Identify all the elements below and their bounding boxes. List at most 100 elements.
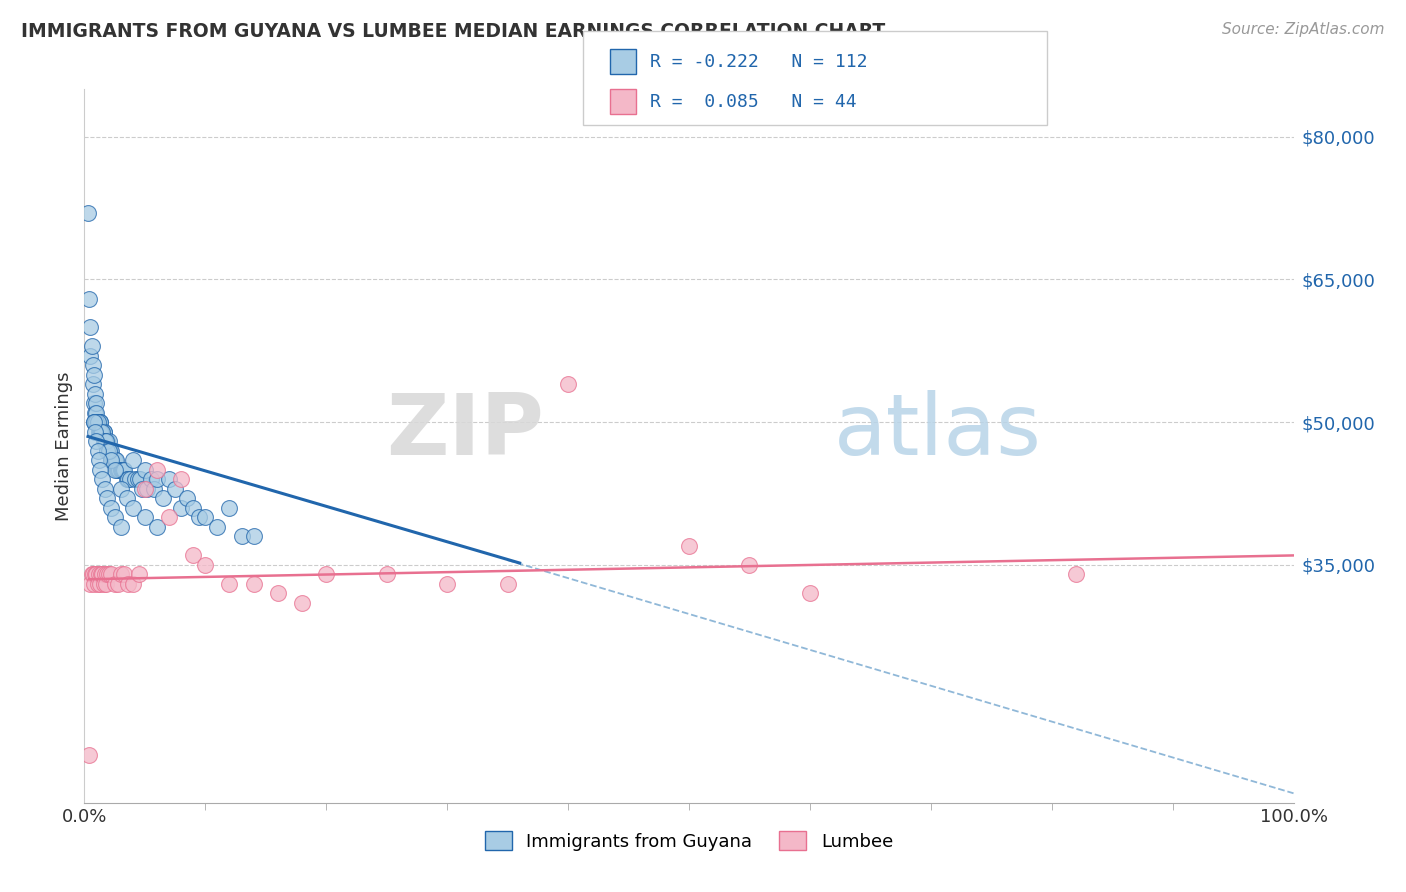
Point xyxy=(77,206,100,220)
Point xyxy=(96,434,118,449)
Point xyxy=(110,482,132,496)
Point xyxy=(112,463,135,477)
Point xyxy=(218,577,240,591)
Point xyxy=(96,567,118,582)
Point xyxy=(86,415,108,429)
Point xyxy=(738,558,761,572)
Point xyxy=(146,463,169,477)
Point xyxy=(86,406,108,420)
Point xyxy=(79,349,101,363)
Point xyxy=(496,577,519,591)
Point xyxy=(93,425,115,439)
Legend: Immigrants from Guyana, Lumbee: Immigrants from Guyana, Lumbee xyxy=(478,824,900,858)
Point xyxy=(97,443,120,458)
Point xyxy=(77,748,100,763)
Point xyxy=(131,482,153,496)
Point xyxy=(89,463,111,477)
Point xyxy=(93,434,115,449)
Point xyxy=(128,567,150,582)
Point xyxy=(86,396,108,410)
Point xyxy=(91,425,114,439)
Point xyxy=(94,434,117,449)
Point xyxy=(82,567,104,582)
Point xyxy=(97,434,120,449)
Point xyxy=(84,406,107,420)
Point xyxy=(94,577,117,591)
Point xyxy=(91,567,114,582)
Point xyxy=(94,434,117,449)
Point xyxy=(121,500,143,515)
Point xyxy=(678,539,700,553)
Point xyxy=(89,425,111,439)
Point xyxy=(101,453,124,467)
Point xyxy=(94,482,117,496)
Point xyxy=(557,377,579,392)
Text: IMMIGRANTS FROM GUYANA VS LUMBEE MEDIAN EARNINGS CORRELATION CHART: IMMIGRANTS FROM GUYANA VS LUMBEE MEDIAN … xyxy=(21,22,886,41)
Text: atlas: atlas xyxy=(834,390,1042,474)
Point xyxy=(194,510,217,524)
Point xyxy=(97,567,120,582)
Point xyxy=(129,472,152,486)
Point xyxy=(94,434,117,449)
Point xyxy=(181,549,204,563)
Point xyxy=(107,463,129,477)
Point xyxy=(111,463,134,477)
Point xyxy=(89,577,111,591)
Point xyxy=(121,577,143,591)
Point xyxy=(93,425,115,439)
Point xyxy=(83,415,105,429)
Point xyxy=(105,463,128,477)
Point xyxy=(134,482,156,496)
Point xyxy=(146,472,169,486)
Point xyxy=(101,453,124,467)
Point xyxy=(218,500,240,515)
Point xyxy=(89,415,111,429)
Point xyxy=(108,463,131,477)
Point xyxy=(82,377,104,392)
Point xyxy=(115,472,138,486)
Point xyxy=(87,425,110,439)
Point xyxy=(93,577,115,591)
Point xyxy=(87,453,110,467)
Text: R =  0.085   N = 44: R = 0.085 N = 44 xyxy=(650,93,856,111)
Point xyxy=(86,577,108,591)
Point xyxy=(181,500,204,515)
Point xyxy=(100,500,122,515)
Point xyxy=(94,434,117,449)
Point xyxy=(104,463,127,477)
Point xyxy=(242,577,264,591)
Point xyxy=(375,567,398,582)
Point xyxy=(91,425,114,439)
Point xyxy=(103,453,125,467)
Point xyxy=(96,491,118,506)
Point xyxy=(91,425,114,439)
Point xyxy=(157,510,180,524)
Point xyxy=(436,577,458,591)
Point xyxy=(267,586,290,600)
Point xyxy=(79,577,101,591)
Point xyxy=(242,529,264,543)
Point xyxy=(96,443,118,458)
Point xyxy=(124,472,146,486)
Point xyxy=(291,596,314,610)
Point xyxy=(86,415,108,429)
Point xyxy=(103,453,125,467)
Point xyxy=(104,453,127,467)
Point xyxy=(94,434,117,449)
Point xyxy=(86,415,108,429)
Point xyxy=(799,586,821,600)
Point xyxy=(134,510,156,524)
Point xyxy=(86,434,108,449)
Point xyxy=(127,472,149,486)
Point xyxy=(115,491,138,506)
Point xyxy=(94,434,117,449)
Point xyxy=(96,443,118,458)
Point xyxy=(315,567,337,582)
Point xyxy=(110,567,132,582)
Point xyxy=(139,472,162,486)
Point xyxy=(107,577,129,591)
Point xyxy=(97,443,120,458)
Point xyxy=(110,463,132,477)
Point xyxy=(100,453,122,467)
Text: Source: ZipAtlas.com: Source: ZipAtlas.com xyxy=(1222,22,1385,37)
